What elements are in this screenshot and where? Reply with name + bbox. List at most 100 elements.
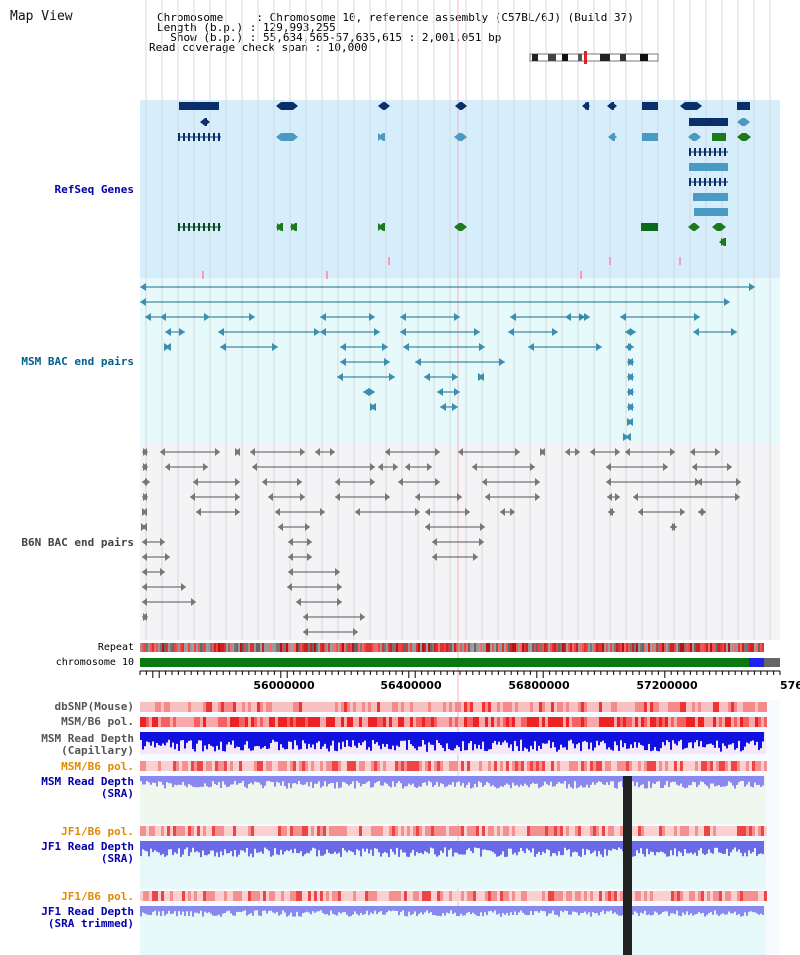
repeat-segment — [342, 643, 344, 652]
read-depth-bar — [240, 776, 242, 783]
repeat-segment — [692, 643, 694, 652]
heatmap-cell — [383, 717, 386, 727]
msm-read-depth-capillary-label[interactable]: MSM Read Depth — [41, 732, 134, 745]
repeat-segment — [442, 643, 444, 652]
read-depth-bar — [160, 906, 162, 917]
read-depth-bar — [254, 732, 256, 747]
read-depth-bar — [610, 906, 612, 911]
repeat-segment — [316, 643, 318, 652]
read-depth-bar — [568, 906, 570, 915]
heatmap-cell — [659, 761, 662, 771]
read-depth-bar — [454, 906, 456, 913]
read-depth-bar — [312, 841, 314, 848]
read-depth-bar — [266, 906, 268, 914]
heatmap-cell — [149, 761, 152, 771]
repeat-segment — [404, 643, 406, 652]
read-depth-bar — [328, 732, 330, 752]
read-depth-bar — [450, 841, 452, 849]
read-depth-bar — [190, 906, 192, 912]
repeat-segment — [536, 643, 538, 652]
read-depth-bar — [486, 776, 488, 782]
heatmap-cell — [542, 891, 545, 901]
heatmap-cell — [242, 826, 245, 836]
read-depth-bar — [250, 776, 252, 783]
read-depth-bar — [594, 906, 596, 914]
read-depth-bar — [458, 732, 460, 747]
heatmap-cell — [443, 761, 446, 771]
read-depth-bar — [510, 906, 512, 913]
bac-end-marker — [398, 478, 403, 486]
heatmap-cell — [695, 702, 698, 712]
jf1-read-depth-trimmed-label[interactable]: JF1 Read Depth — [41, 905, 134, 918]
read-depth-bar — [714, 841, 716, 848]
repeat-segment — [460, 643, 462, 652]
heatmap-cell — [227, 702, 230, 712]
gene-feature — [689, 118, 728, 126]
heatmap-cell — [476, 826, 479, 836]
heatmap-cell — [497, 761, 500, 771]
read-depth-bar — [760, 841, 762, 854]
bac-end-marker — [625, 328, 631, 336]
heatmap-cell — [227, 717, 230, 727]
heatmap-cell — [722, 891, 725, 901]
read-depth-bar — [258, 776, 260, 783]
read-depth-bar — [270, 906, 272, 911]
heatmap-cell — [173, 702, 176, 712]
heatmap-cell — [728, 826, 731, 836]
gene-exon — [218, 133, 220, 141]
axis-tick-label: 56800000 — [508, 679, 570, 692]
read-depth-bar — [652, 776, 654, 784]
read-depth-bar — [552, 776, 554, 787]
jf1-b6-pol-label-2[interactable]: JF1/B6 pol. — [61, 890, 134, 903]
heatmap-cell — [554, 826, 557, 836]
read-depth-bar — [168, 776, 170, 784]
heatmap-cell — [488, 826, 491, 836]
read-depth-bar — [242, 906, 244, 912]
read-depth-bar — [252, 841, 254, 858]
heatmap-cell — [440, 717, 443, 727]
read-depth-bar — [512, 906, 514, 915]
heatmap-cell — [296, 702, 299, 712]
read-depth-bar — [548, 841, 550, 851]
read-depth-bar — [448, 776, 450, 785]
bac-end-marker — [181, 583, 186, 591]
read-depth-bar — [280, 732, 282, 745]
msm-bac-end-pairs-label[interactable]: MSM BAC end pairs — [21, 355, 134, 368]
heatmap-cell — [404, 761, 407, 771]
read-depth-bar — [450, 732, 452, 751]
read-depth-bar — [368, 841, 370, 854]
refseq-genes-label[interactable]: RefSeq Genes — [54, 183, 134, 196]
dbsnp-label[interactable]: dbSNP(Mouse) — [54, 700, 134, 713]
repeat-segment — [724, 643, 726, 652]
read-depth-bar — [680, 841, 682, 853]
read-depth-bar — [322, 906, 324, 914]
b6n-bac-end-pairs-label[interactable]: B6N BAC end pairs — [21, 536, 134, 549]
heatmap-cell — [356, 702, 359, 712]
read-depth-bar — [444, 776, 446, 788]
gene-marker — [202, 271, 204, 279]
bac-end-marker — [473, 553, 478, 561]
read-depth-bar — [608, 776, 610, 785]
jf1-b6-pol-label[interactable]: JF1/B6 pol. — [61, 825, 134, 838]
read-depth-bar — [434, 776, 436, 786]
heatmap-cell — [374, 702, 377, 712]
read-depth-bar — [296, 776, 298, 785]
jf1-read-depth-sra-label[interactable]: JF1 Read Depth — [41, 840, 134, 853]
bac-end-marker — [437, 388, 443, 396]
bac-end-marker — [530, 463, 535, 471]
repeat-segment — [480, 643, 482, 652]
heatmap-cell — [140, 717, 143, 727]
read-depth-bar — [278, 841, 280, 855]
msm-read-depth-sra-label[interactable]: MSM Read Depth — [41, 775, 134, 788]
heatmap-cell — [752, 761, 755, 771]
msm-b6-pol-label[interactable]: MSM/B6 pol. — [61, 715, 134, 728]
read-depth-bar — [552, 841, 554, 854]
read-depth-bar — [462, 906, 464, 916]
heatmap-cell — [320, 826, 323, 836]
msm-b6-pol-label-2[interactable]: MSM/B6 pol. — [61, 760, 134, 773]
repeat-segment — [704, 643, 706, 652]
read-depth-bar — [272, 732, 274, 740]
read-depth-bar — [680, 776, 682, 784]
heatmap-cell — [548, 702, 551, 712]
read-depth-bar — [268, 906, 270, 911]
